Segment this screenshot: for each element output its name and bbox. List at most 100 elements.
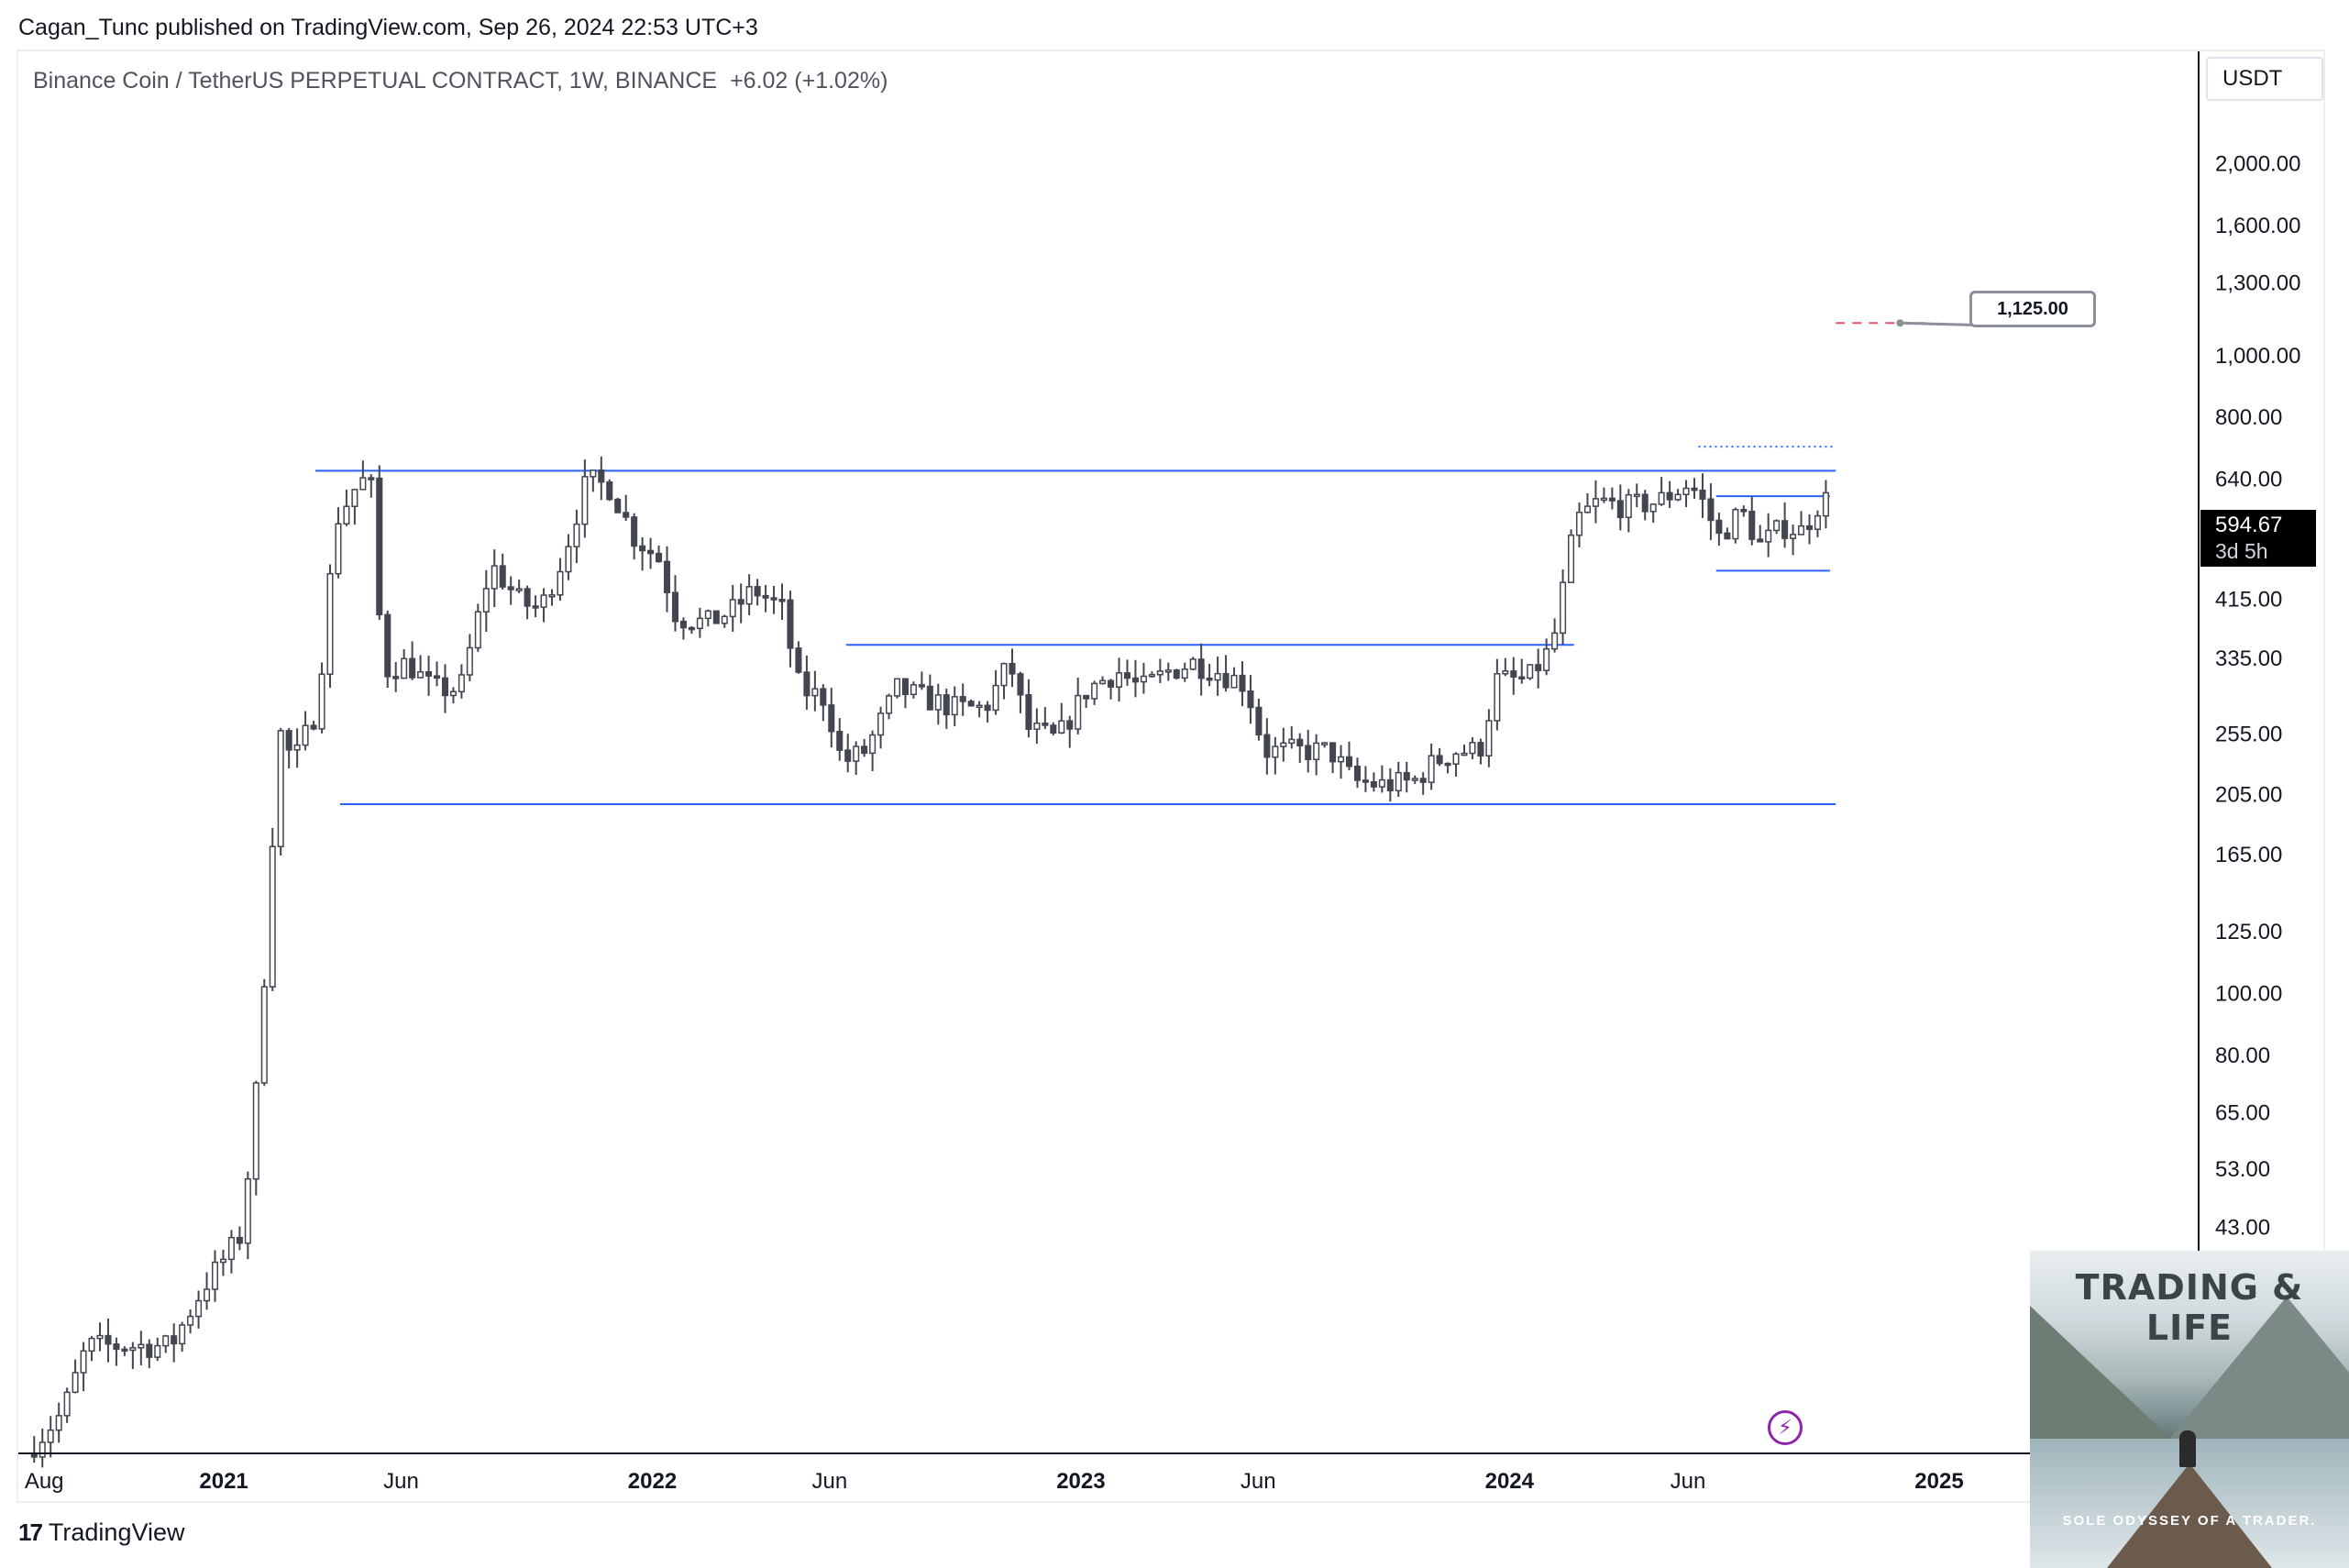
candle-body: [154, 1344, 161, 1358]
candle-body: [1757, 538, 1764, 543]
symbol-description: Binance Coin / TetherUS PERPETUAL CONTRA…: [33, 68, 718, 94]
candle-body: [671, 591, 679, 623]
candle-body: [507, 586, 514, 591]
candle-body: [179, 1324, 186, 1345]
candle-body: [285, 730, 292, 751]
candle-body: [1140, 675, 1147, 683]
candle-body: [1452, 753, 1460, 765]
candle-body: [195, 1299, 203, 1318]
candle-body: [679, 620, 687, 629]
price-tick-label: 205.00: [2215, 783, 2282, 808]
candle-body: [129, 1347, 137, 1352]
price-tick-label: 53.00: [2215, 1157, 2270, 1182]
candle-body: [1091, 682, 1098, 700]
mountain-shape: [2158, 1297, 2349, 1452]
price-axis-ticks: 2,600.002,000.001,600.001,300.001,000.00…: [2215, 79, 2300, 1419]
candle-body: [828, 704, 835, 733]
candle-body: [260, 986, 268, 1084]
candle-body: [1798, 525, 1805, 536]
candle-body: [631, 516, 638, 547]
candle-body: [1247, 690, 1254, 709]
price-tick-label: 255.00: [2215, 723, 2282, 747]
candle-body: [1362, 779, 1369, 783]
candle-body: [1255, 706, 1263, 736]
candle-body: [1641, 493, 1649, 513]
candle-body: [171, 1335, 178, 1345]
candle-body: [417, 670, 425, 679]
candle-body: [1206, 677, 1213, 681]
candle-body: [1115, 672, 1123, 688]
candle-body: [343, 505, 350, 525]
candle-body: [146, 1343, 153, 1358]
promo-title: TRADING & LIFE: [2075, 1267, 2304, 1348]
candle-body: [105, 1334, 112, 1345]
candle-body: [1822, 491, 1829, 517]
candle-body: [614, 498, 622, 513]
candle-body: [368, 477, 375, 480]
candle-body: [893, 678, 901, 697]
candle-body: [1510, 670, 1517, 679]
candle-body: [926, 685, 933, 711]
candle-body: [491, 565, 498, 590]
candle-body: [458, 674, 465, 693]
time-tick-label: 2025: [1914, 1469, 1963, 1494]
candle-body: [1033, 722, 1041, 730]
time-tick-label: Jun: [1241, 1469, 1276, 1494]
candle-body: [252, 1082, 259, 1180]
candle-body: [1691, 487, 1698, 491]
candle-body: [886, 695, 893, 714]
candle-body: [1436, 755, 1443, 765]
candle-body: [96, 1334, 104, 1340]
target-price-label[interactable]: 1,125.00: [1969, 291, 2096, 327]
candle-body: [1025, 694, 1032, 730]
chart-frame: [17, 50, 2325, 1503]
candle-body: [335, 523, 342, 575]
candle-body: [1543, 647, 1550, 671]
candle-body: [1560, 581, 1567, 635]
candle-body: [236, 1236, 243, 1244]
candle-body: [992, 684, 999, 712]
time-tick-label: Jun: [383, 1469, 419, 1494]
candle-body: [1674, 493, 1682, 501]
candle-body: [39, 1441, 46, 1458]
price-tick-label: 125.00: [2215, 920, 2282, 944]
candle-body: [1625, 493, 1632, 519]
lightning-icon[interactable]: ⚡: [1768, 1410, 1803, 1445]
time-tick-label: Jun: [812, 1469, 848, 1494]
tradingview-logo[interactable]: 17 TradingView: [18, 1518, 185, 1547]
candle-body: [1477, 742, 1484, 756]
candle-body: [606, 480, 613, 501]
candle-body: [1527, 664, 1534, 679]
candle-body: [138, 1343, 145, 1349]
candle-body: [293, 744, 301, 751]
candle-body: [663, 560, 671, 593]
candle-body: [565, 546, 572, 573]
candle-body: [425, 670, 433, 677]
candle-body: [1649, 503, 1657, 513]
candle-body: [409, 657, 416, 679]
candle-body: [737, 599, 744, 605]
candle-body: [1338, 756, 1345, 763]
currency-selector[interactable]: USDT: [2206, 57, 2323, 101]
candle-body: [557, 570, 564, 596]
candle-body: [639, 545, 646, 552]
candle-body: [1288, 738, 1296, 745]
promo-image: TRADING & LIFE SOLE ODYSSEY OF A TRADER.: [2030, 1251, 2349, 1568]
candle-body: [1395, 771, 1402, 792]
candle-body: [623, 512, 630, 518]
price-change: +6.02 (+1.02%): [730, 68, 888, 94]
candle-body: [770, 597, 777, 601]
price-tick-label: 43.00: [2215, 1215, 2270, 1240]
candle-body: [1616, 500, 1624, 519]
candle-body: [1305, 745, 1312, 760]
candle-body: [976, 704, 983, 709]
candle-body: [219, 1258, 226, 1264]
candle-body: [187, 1315, 194, 1326]
candle-body: [844, 749, 852, 762]
candle-body: [433, 675, 441, 679]
candle-body: [244, 1177, 251, 1244]
candle-body: [1494, 673, 1501, 722]
candle-body: [80, 1350, 87, 1374]
candle-body: [1313, 742, 1320, 760]
